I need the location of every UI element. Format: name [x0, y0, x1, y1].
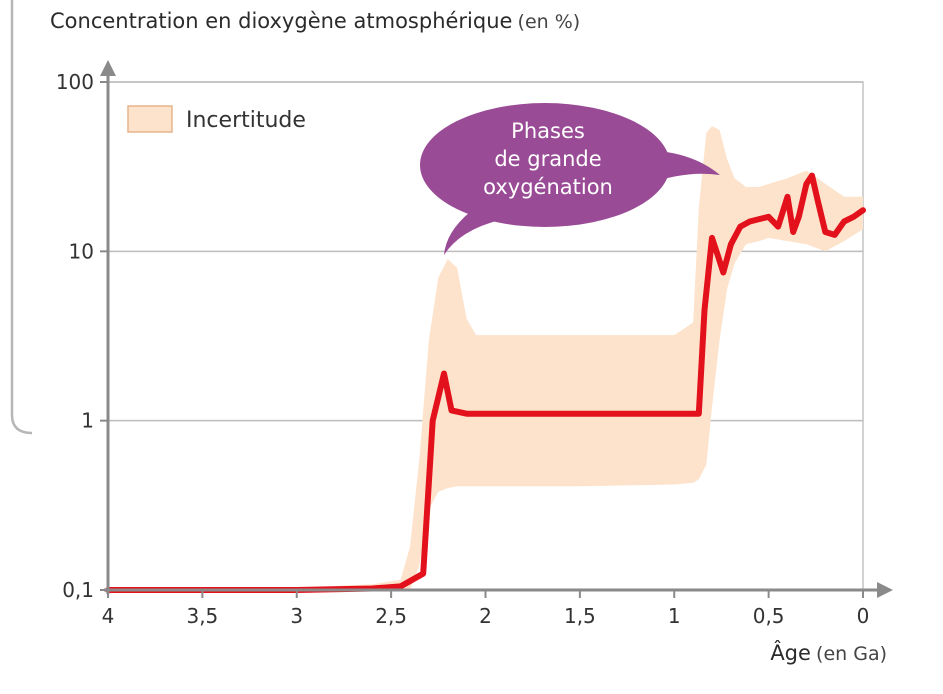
x-tick-label-7: 0,5: [753, 604, 785, 628]
y-ticks: 0,1 1 10 100: [56, 70, 108, 602]
uncertainty-layer: [108, 126, 863, 590]
x-tick-label-1: 3,5: [186, 604, 218, 628]
y-tick-label-0: 0,1: [62, 578, 94, 602]
annotation-line-1: Phases: [511, 119, 585, 143]
x-axis-arrow: [877, 582, 893, 598]
legend-swatch-uncertainty: [127, 105, 173, 133]
x-ticks: 4 3,5 3 2,5 2 1,5 1 0,5 0: [102, 590, 870, 628]
page-bracket: [10, 0, 33, 435]
annotation-bubble: Phases de grande oxygénation: [420, 103, 720, 255]
y-tick-label-1: 1: [81, 409, 94, 433]
y-tick-label-3: 100: [56, 70, 94, 94]
x-tick-label-8: 0: [857, 604, 870, 628]
y-axis-arrow: [100, 60, 116, 76]
chart-title: Concentration en dioxygène atmosphérique…: [50, 9, 580, 33]
x-axis-label: Âge (en Ga): [770, 640, 887, 665]
y-tick-label-2: 10: [69, 239, 94, 263]
x-tick-label-5: 1,5: [564, 604, 596, 628]
annotation-body: [420, 103, 670, 227]
annotation-line-2: de grande: [494, 147, 601, 171]
x-tick-label-2: 3: [290, 604, 303, 628]
legend-label-uncertainty: Incertitude: [186, 108, 306, 133]
x-tick-label-0: 4: [102, 604, 115, 628]
oxygen-concentration-line: [105, 172, 866, 593]
x-tick-label-4: 2: [479, 604, 492, 628]
annotation-tail-left: [444, 212, 500, 255]
x-tick-label-6: 1: [668, 604, 681, 628]
x-tick-label-3: 2,5: [375, 604, 407, 628]
annotation-line-3: oxygénation: [483, 175, 613, 199]
series-layer: [105, 172, 866, 593]
uncertainty-band: [108, 126, 863, 590]
